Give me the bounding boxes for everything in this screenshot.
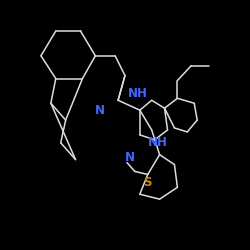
Text: S: S [144,176,152,189]
Text: NH: NH [148,136,168,149]
Text: N: N [125,151,135,164]
Text: N: N [95,104,105,117]
Text: NH: NH [128,87,148,100]
